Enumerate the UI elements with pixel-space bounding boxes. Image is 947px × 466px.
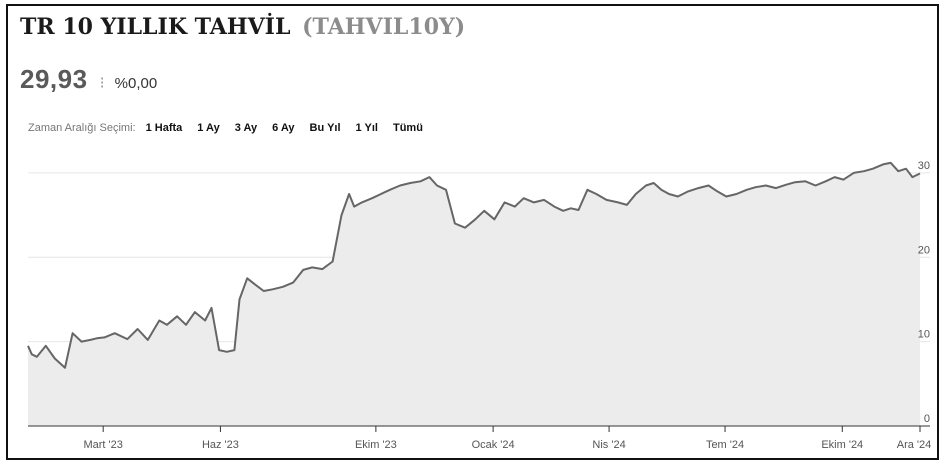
x-tick-label-6: Ekim '24 xyxy=(821,439,863,451)
y-tick-label-0: 0 xyxy=(924,413,930,425)
quote-row: 29,93 ⁝ %0,00 xyxy=(20,64,157,95)
x-tick-label-4: Nis '24 xyxy=(592,439,625,451)
y-tick-label-1: 10 xyxy=(918,329,930,341)
price-change: %0,00 xyxy=(114,75,158,92)
y-tick-label-3: 30 xyxy=(918,160,930,172)
range-option-1-month[interactable]: 1 Ay xyxy=(197,122,220,134)
time-range-selector: Zaman Aralığı Seçimi: 1 Hafta 1 Ay 3 Ay … xyxy=(28,122,438,134)
time-range-label: Zaman Aralığı Seçimi: xyxy=(28,122,136,134)
range-option-1-year[interactable]: 1 Yıl xyxy=(355,122,378,134)
yield-series-line xyxy=(27,161,921,369)
yield-chart[interactable]: Mart '23 Haz '23 Ekim '23 Ocak '24 Nis '24 Te… xyxy=(8,6,937,458)
x-tick-label-0: Mart '23 xyxy=(83,439,122,451)
x-tick-label-1: Haz '23 xyxy=(202,439,239,451)
x-tick-label-7: Ara '24 xyxy=(897,439,932,451)
last-price: 29,93 xyxy=(20,64,88,94)
quote-separator: ⁝ xyxy=(99,75,105,92)
y-axis-ticks: 0 10 20 30 xyxy=(918,160,930,425)
x-axis-ticks: Mart '23 Haz '23 Ekim '23 Ocak '24 Nis '24 Te… xyxy=(83,426,931,451)
page-title: TR 10 YILLIK TAHVİL (TAHVIL10Y) xyxy=(20,14,465,40)
x-tick-label-3: Ocak '24 xyxy=(472,439,515,451)
range-option-3-months[interactable]: 3 Ay xyxy=(234,122,258,134)
range-option-all[interactable]: Tümü xyxy=(392,122,423,134)
range-option-1-week[interactable]: 1 Hafta xyxy=(145,122,183,134)
y-tick-label-2: 20 xyxy=(918,244,930,256)
x-tick-label-2: Ekim '23 xyxy=(355,439,397,451)
x-tick-label-5: Tem '24 xyxy=(706,439,744,451)
instrument-code: (TAHVIL10Y) xyxy=(302,14,466,40)
chart-card: TR 10 YILLIK TAHVİL (TAHVIL10Y) 29,93 ⁝ … xyxy=(6,4,939,460)
range-option-this-year[interactable]: Bu Yıl xyxy=(309,122,341,134)
range-option-6-months[interactable]: 6 Ay xyxy=(272,122,295,134)
yield-area-fill xyxy=(28,162,920,427)
instrument-name: TR 10 YILLIK TAHVİL xyxy=(20,14,291,40)
